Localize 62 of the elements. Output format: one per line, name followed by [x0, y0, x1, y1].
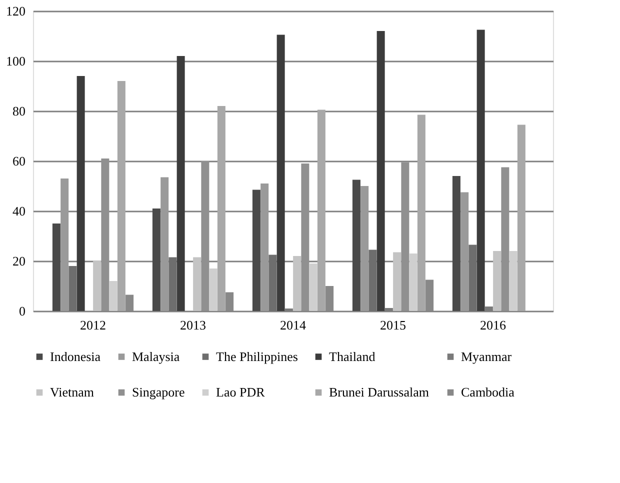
legend-label: Cambodia	[461, 384, 515, 400]
bar	[176, 56, 185, 311]
x-tick-label: 2012	[80, 318, 106, 332]
bar	[268, 254, 277, 311]
bar	[252, 190, 260, 311]
bar	[476, 30, 485, 311]
legend-label: Singapore	[132, 384, 185, 400]
bar	[317, 110, 326, 311]
bar	[193, 257, 202, 311]
bar	[93, 261, 102, 311]
legend-label: Thailand	[329, 348, 376, 364]
bar	[409, 254, 418, 311]
bar	[309, 264, 318, 311]
legend-label: Myanmar	[461, 348, 512, 364]
legend-label: Malaysia	[132, 348, 180, 364]
bar	[276, 34, 285, 311]
bar	[393, 252, 402, 311]
legend-label: Lao PDR	[216, 384, 266, 400]
bar	[401, 162, 410, 311]
y-tick-label: 100	[6, 54, 26, 68]
x-tick-label: 2013	[180, 318, 206, 332]
bar	[209, 268, 218, 311]
y-tick-label: 120	[6, 4, 26, 18]
bar	[117, 81, 126, 311]
bar	[260, 184, 269, 311]
bar	[152, 208, 160, 311]
bar	[76, 76, 85, 311]
legend-label: Vietnam	[50, 384, 94, 400]
bar	[168, 257, 177, 311]
bar	[109, 281, 118, 311]
bar	[60, 178, 69, 311]
bar	[517, 124, 526, 311]
y-tick-label: 60	[12, 154, 26, 168]
bar	[160, 177, 169, 311]
bar	[201, 161, 210, 311]
y-tick-label: 0	[19, 304, 26, 318]
y-tick-label: 20	[12, 254, 26, 268]
bar	[452, 176, 460, 311]
bar	[509, 251, 518, 311]
bar	[352, 180, 360, 311]
bar	[493, 251, 502, 311]
legend-label: The Philippines	[216, 348, 298, 364]
bar	[468, 244, 477, 311]
bar	[301, 164, 310, 311]
bar	[217, 106, 226, 311]
legend-label: Indonesia	[50, 348, 101, 364]
bar	[368, 250, 377, 311]
bar	[460, 192, 469, 311]
bar	[501, 167, 510, 311]
bar	[417, 114, 426, 311]
bar	[101, 158, 110, 311]
bar	[68, 266, 77, 311]
bar	[376, 31, 385, 311]
bar	[360, 186, 369, 311]
x-tick-label: 2016	[480, 318, 506, 332]
x-tick-label: 2015	[380, 318, 406, 332]
legend-label: Brunei Darussalam	[329, 384, 430, 400]
bar	[52, 224, 60, 311]
bar	[293, 256, 302, 311]
x-tick-label: 2014	[280, 318, 306, 332]
y-tick-label: 80	[12, 104, 26, 118]
y-tick-label: 40	[12, 204, 26, 218]
